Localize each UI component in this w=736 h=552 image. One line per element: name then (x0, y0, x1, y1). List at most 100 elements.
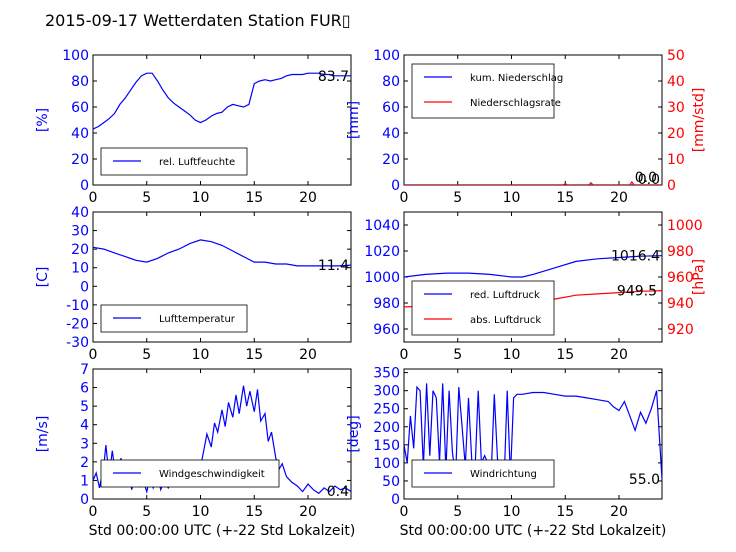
legend-entry: Lufttemperatur (159, 314, 236, 325)
y-tick-label: 0 (391, 492, 400, 508)
chart-temperature: 0 5 10 15 20 -30 -20 -10 0 10 20 30 40 [C] Lufttempera… (35, 205, 352, 363)
series-line-niederschlagsrate (404, 180, 662, 185)
y-axis-label: [C] (35, 267, 51, 288)
y-tick-label: 100 (373, 456, 400, 472)
x-tick-label: 5 (142, 190, 151, 206)
y2-tick-label: 960 (667, 270, 694, 286)
x-tick-label: 10 (192, 347, 210, 363)
figure-title: 2015-09-17 Wetterdaten Station FUR▯ (45, 11, 351, 30)
y2-tick-label: 10 (667, 152, 685, 168)
y2-axis-label: [mm/std] (691, 88, 707, 153)
end-value-label: 949.5 (617, 284, 657, 300)
y-tick-label: -30 (66, 335, 89, 351)
legend-entry: red. Luftdruck (470, 290, 540, 301)
x-tick-label: 5 (453, 190, 462, 206)
legend-entry: kum. Niederschlag (470, 73, 563, 84)
y2-axis-label: [hPa] (691, 259, 707, 295)
y-tick-label: 20 (71, 152, 89, 168)
legend-box (411, 63, 555, 119)
plot-frame (92, 368, 352, 500)
end-value-label: 0.4 (327, 484, 349, 500)
y-tick-label: 3 (80, 436, 89, 452)
x-axis-label: Std 00:00:00 UTC (+-22 Std Lokalzeit) (89, 523, 356, 539)
chart-humidity: 0 5 10 15 20 0 20 40 60 80 100 [%] rel. Luftfeuchte 8… (35, 48, 352, 206)
x-tick-label: 15 (245, 504, 263, 520)
x-tick-label: 10 (503, 347, 521, 363)
series-line-rel-luftfeuchte (93, 72, 351, 130)
chart-precip: 0 5 10 15 20 0 20 40 60 80 100 0 10 20 30 40 50 [mm] [mm/s… (346, 48, 707, 206)
x-tick-label: 20 (299, 504, 317, 520)
y-tick-label: 0 (391, 178, 400, 194)
end-value-label: 11.4 (318, 258, 349, 274)
y-tick-label: 1040 (364, 218, 400, 234)
x-tick-label: 5 (142, 504, 151, 520)
x-tick-label: 15 (556, 504, 574, 520)
x-tick-label: 0 (400, 504, 409, 520)
y-tick-label: 300 (373, 384, 400, 400)
end-value-label: 1016.4 (611, 249, 660, 265)
y-tick-label: 20 (382, 152, 400, 168)
x-tick-label: 10 (503, 190, 521, 206)
legend-entry: abs. Luftdruck (470, 315, 541, 326)
x-tick-label: 10 (192, 504, 210, 520)
x-tick-label: 15 (556, 190, 574, 206)
x-tick-label: 0 (400, 190, 409, 206)
legend-entry: Niederschlagsrate (470, 98, 561, 109)
y-axis-label: [%] (35, 108, 51, 132)
y-tick-label: -20 (66, 316, 89, 332)
legend-entry: Windrichtung (470, 469, 537, 480)
y-tick-label: 150 (373, 438, 400, 454)
y-tick-label: -10 (66, 298, 89, 314)
y-axis-label: [mm] (346, 101, 362, 139)
x-tick-label: 20 (299, 190, 317, 206)
y-axis-label: [m/s] (35, 416, 51, 453)
y-tick-label: 250 (373, 402, 400, 418)
plot-frame (92, 54, 352, 186)
y-tick-label: 0 (80, 178, 89, 194)
y-tick-label: 60 (71, 100, 89, 116)
x-tick-label: 5 (453, 504, 462, 520)
legend-entry: Windgeschwindigkeit (159, 469, 265, 480)
y-tick-label: 50 (382, 474, 400, 490)
y-tick-label: 80 (71, 74, 89, 90)
x-tick-label: 15 (245, 347, 263, 363)
y-tick-label: 30 (71, 224, 89, 240)
y2-tick-label: 1000 (667, 218, 703, 234)
series-line-red-luftdruck (404, 255, 662, 278)
y-tick-label: 0 (80, 279, 89, 295)
x-tick-label: 5 (142, 347, 151, 363)
x-axis-label: Std 00:00:00 UTC (+-22 Std Lokalzeit) (400, 523, 667, 539)
y-axis-label: [deg] (346, 415, 362, 452)
x-tick-label: 0 (89, 504, 98, 520)
plot-frame (92, 211, 352, 343)
y2-tick-label: 30 (667, 100, 685, 116)
y2-tick-label: 980 (667, 244, 694, 260)
y-tick-label: 100 (373, 48, 400, 64)
x-tick-label: 0 (89, 347, 98, 363)
y2-tick-label: 0 (667, 178, 676, 194)
x-tick-label: 20 (299, 347, 317, 363)
y-tick-label: 7 (80, 362, 89, 378)
x-tick-label: 10 (503, 504, 521, 520)
end-value-label: 83.7 (318, 69, 349, 85)
y-tick-label: 350 (373, 366, 400, 382)
y-tick-label: 1000 (364, 270, 400, 286)
end-value-label: 0.0 (638, 172, 660, 188)
y2-tick-label: 920 (667, 322, 694, 338)
y-tick-label: 1 (80, 473, 89, 489)
y-tick-label: 2 (80, 455, 89, 471)
x-tick-label: 20 (610, 190, 628, 206)
x-tick-label: 10 (192, 190, 210, 206)
y-tick-label: 40 (71, 126, 89, 142)
y-tick-label: 100 (62, 48, 89, 64)
series-line-lufttemperatur (93, 239, 351, 267)
legend-entry: rel. Luftfeuchte (159, 157, 235, 168)
y2-tick-label: 50 (667, 48, 685, 64)
x-tick-label: 5 (453, 347, 462, 363)
y-tick-label: 200 (373, 420, 400, 436)
x-tick-label: 0 (400, 347, 409, 363)
x-tick-label: 20 (610, 504, 628, 520)
